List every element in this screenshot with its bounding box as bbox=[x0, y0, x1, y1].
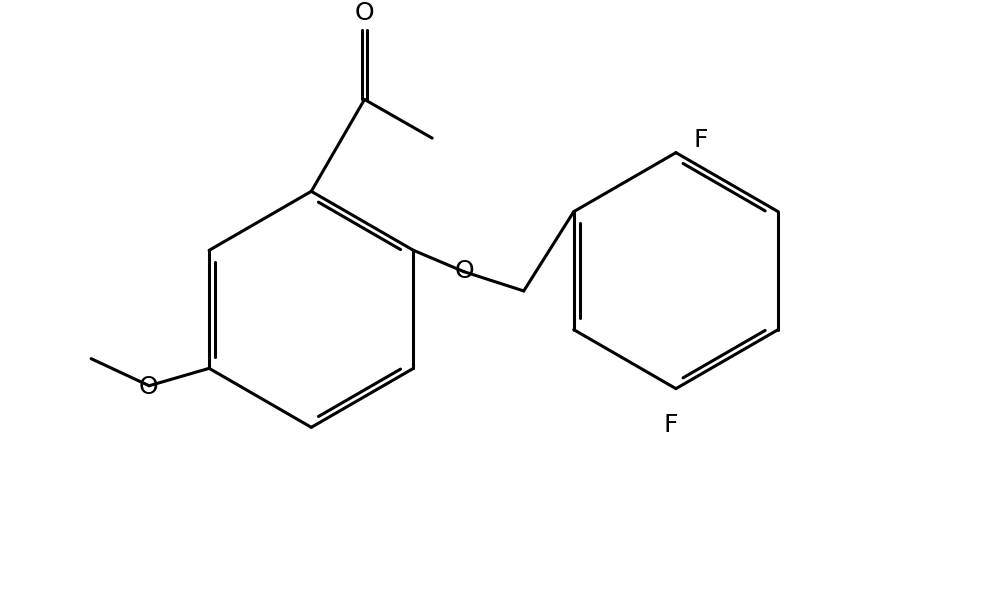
Text: F: F bbox=[694, 128, 708, 152]
Text: O: O bbox=[455, 258, 474, 282]
Text: O: O bbox=[138, 375, 158, 398]
Text: O: O bbox=[355, 1, 375, 25]
Text: F: F bbox=[664, 413, 678, 437]
